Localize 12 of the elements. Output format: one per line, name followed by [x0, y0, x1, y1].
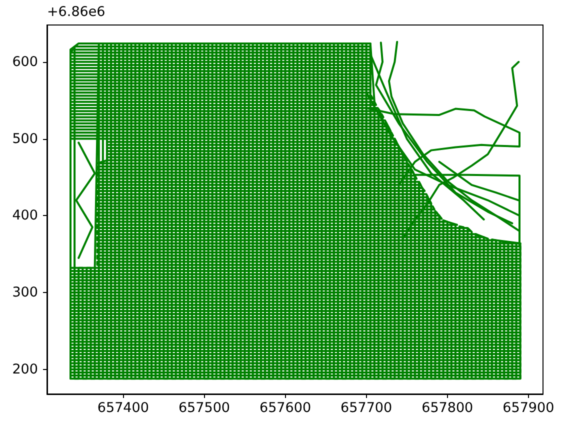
y-tick-label: 600: [12, 54, 38, 70]
x-tick-label: 657700: [340, 400, 392, 416]
y-tick-label: 500: [12, 130, 38, 147]
y-tick-label: 300: [12, 284, 38, 301]
y-tick-label: 200: [12, 361, 38, 378]
x-tick-label: 657600: [260, 400, 312, 416]
x-tick-label: 657500: [178, 400, 230, 416]
x-tick-label: 657400: [97, 400, 149, 416]
x-tick-label: 657900: [502, 400, 554, 416]
x-tick-label: 657800: [422, 400, 474, 416]
text: +6.86e6: [47, 4, 106, 20]
y-tick-label: 400: [12, 208, 38, 224]
